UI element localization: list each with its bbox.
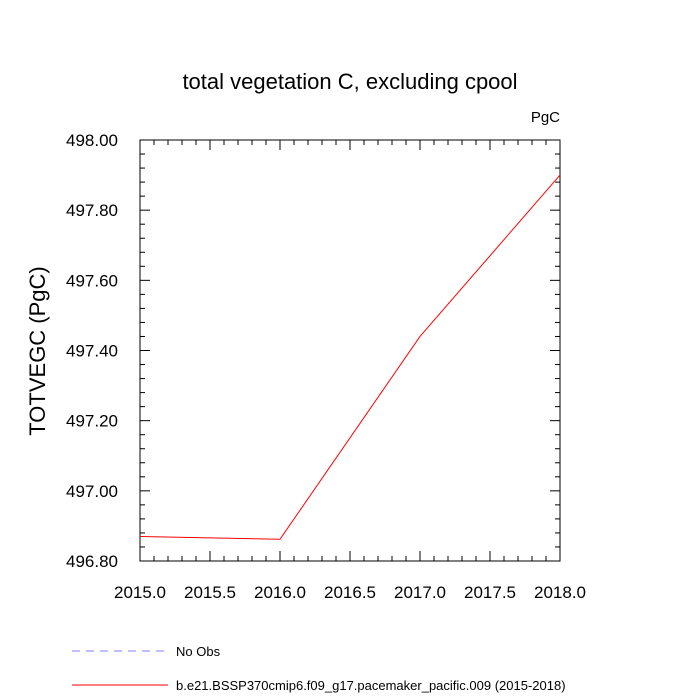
plot-area: 2015.0 2015.5 2016.0 2016.5 2017.0 2017.5 2018… — [66, 131, 586, 693]
y-axis-label: TOTVEGC (PgC) — [25, 266, 50, 436]
x-tick-label: 2015.5 — [184, 583, 236, 602]
x-tick-label: 2017.0 — [394, 583, 446, 602]
x-tick-label: 2017.5 — [464, 583, 516, 602]
x-tick-label: 2018.0 — [534, 583, 586, 602]
x-tick-label: 2016.0 — [254, 583, 306, 602]
y-tick-label: 497.40 — [66, 342, 118, 361]
y-tick-label: 497.00 — [66, 482, 118, 501]
chart-title: total vegetation C, excluding cpool — [182, 69, 517, 94]
x-tick-label: 2016.5 — [324, 583, 376, 602]
x-tick-label: 2015.0 — [114, 583, 166, 602]
y-tick-label: 497.80 — [66, 201, 118, 220]
units-label: PgC — [531, 109, 560, 126]
y-tick-label: 498.00 — [66, 131, 118, 150]
series-line — [139, 174, 561, 540]
y-tick-label: 496.80 — [66, 552, 118, 571]
legend-label: b.e21.BSSP370cmip6.f09_g17.pacemaker_pac… — [176, 678, 566, 693]
y-tick-label: 497.20 — [66, 412, 118, 431]
legend-label: No Obs — [176, 644, 221, 659]
y-tick-label: 497.60 — [66, 271, 118, 290]
plot-frame — [139, 139, 561, 562]
